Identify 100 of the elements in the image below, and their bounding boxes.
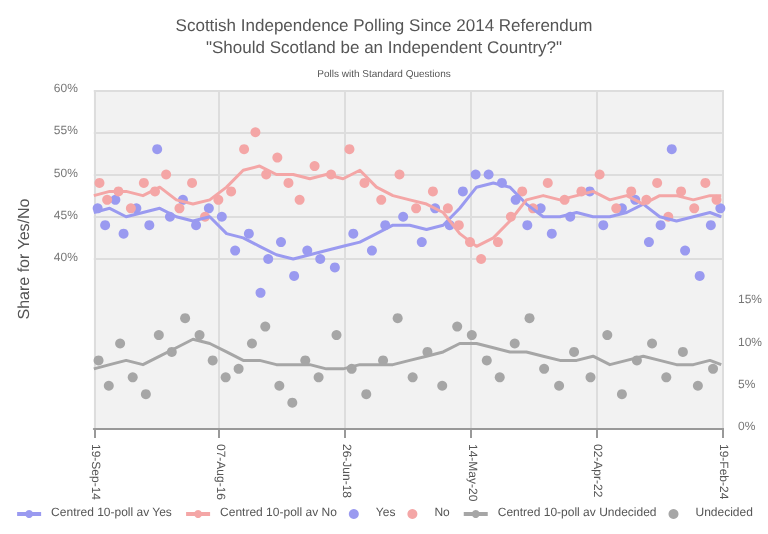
point — [359, 177, 370, 188]
point — [494, 372, 505, 383]
point — [161, 169, 172, 180]
point — [476, 254, 487, 264]
point — [152, 144, 163, 155]
point — [715, 203, 726, 214]
point — [276, 237, 286, 248]
point — [274, 380, 285, 391]
point — [677, 346, 688, 357]
point — [180, 313, 191, 324]
point — [481, 355, 492, 366]
point — [483, 169, 494, 180]
point — [255, 287, 266, 298]
point — [647, 338, 658, 349]
point — [594, 169, 605, 180]
point — [655, 220, 666, 231]
point — [705, 220, 716, 231]
point — [329, 262, 340, 273]
point — [102, 194, 113, 205]
point — [539, 363, 550, 374]
point — [427, 186, 438, 197]
point — [287, 397, 298, 408]
point — [643, 237, 654, 248]
point — [174, 203, 185, 214]
point — [546, 228, 557, 239]
point — [616, 389, 627, 400]
point — [233, 363, 244, 374]
point — [626, 186, 637, 197]
point — [272, 152, 283, 163]
point — [517, 186, 528, 197]
point — [294, 194, 305, 205]
point — [246, 338, 257, 349]
point — [118, 228, 129, 239]
point — [315, 254, 326, 264]
point — [407, 372, 418, 383]
point — [466, 330, 477, 341]
point — [442, 203, 453, 214]
point — [313, 372, 324, 383]
point — [411, 203, 422, 214]
point — [260, 321, 271, 332]
point — [216, 211, 227, 222]
point — [289, 270, 300, 281]
point — [187, 177, 198, 188]
point — [700, 177, 711, 188]
point — [542, 177, 553, 188]
point — [125, 203, 136, 214]
point — [239, 144, 250, 155]
point — [661, 372, 672, 383]
point — [492, 237, 503, 248]
point — [452, 321, 463, 332]
point — [138, 177, 149, 188]
point — [692, 380, 703, 391]
point — [194, 330, 205, 341]
point — [191, 220, 202, 231]
point — [263, 254, 274, 264]
point — [344, 144, 355, 155]
point — [398, 211, 409, 222]
point — [470, 169, 481, 180]
point — [243, 228, 254, 239]
line-series — [92, 164, 723, 248]
point — [416, 237, 427, 248]
point — [250, 127, 261, 138]
point — [394, 169, 405, 180]
point — [220, 372, 231, 383]
point — [115, 338, 126, 349]
point — [309, 161, 320, 172]
point — [569, 346, 580, 357]
point — [602, 330, 613, 341]
point — [94, 177, 105, 188]
point — [376, 194, 387, 205]
point — [361, 389, 372, 400]
point — [103, 380, 114, 391]
point — [100, 220, 111, 231]
point — [509, 338, 520, 349]
point — [457, 186, 468, 197]
point — [366, 245, 377, 256]
point — [598, 220, 609, 231]
point — [203, 203, 214, 214]
point — [283, 177, 294, 188]
point — [226, 186, 237, 197]
point — [522, 220, 533, 231]
point — [676, 186, 687, 197]
point — [524, 313, 535, 324]
point — [611, 203, 622, 214]
point — [694, 270, 705, 281]
point — [127, 372, 138, 383]
point — [708, 363, 719, 374]
y-axis-title: Share for Yes/No — [15, 197, 33, 320]
chart-title: Scottish Independence Polling Since 2014 Referendum "Should Scotland be an Independent Country?" — [175, 15, 593, 57]
point — [331, 330, 342, 341]
point — [652, 177, 663, 188]
point — [144, 220, 155, 231]
point — [93, 355, 104, 366]
point — [585, 372, 596, 383]
point — [213, 194, 224, 205]
point — [140, 389, 151, 400]
point — [392, 313, 403, 324]
point — [554, 380, 565, 391]
point — [510, 194, 521, 205]
point — [230, 245, 241, 256]
